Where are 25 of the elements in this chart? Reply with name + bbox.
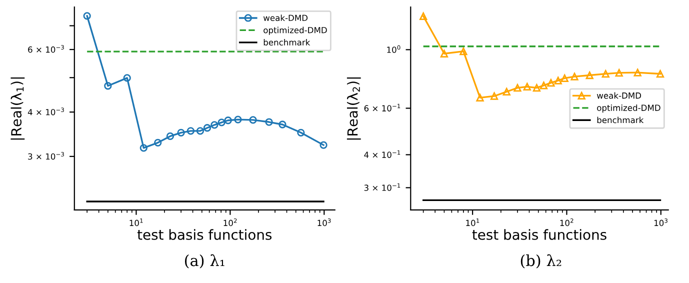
x-tick-label: 10$^{2}$ — [224, 218, 237, 226]
y-tick-label: 6 × 10$^{−1}$ — [364, 104, 400, 112]
text: (b) λ₂ — [520, 254, 562, 268]
x-tick-label: 10$^{2}$ — [560, 218, 574, 226]
x-tick-label: 10$^{3}$ — [654, 218, 668, 226]
y-tick-label: 10$^{0}$ — [387, 45, 400, 53]
legend-label: benchmark — [597, 116, 644, 124]
y-tick-label: 6 × 10$^{−3}$ — [28, 45, 64, 53]
x-axis-title: test basis functions — [472, 229, 606, 240]
y-axis-title: |Real(λ$_{1}$)| — [10, 77, 25, 140]
legend-label: weak-DMD — [263, 14, 308, 22]
legend-label: optimized-DMD — [264, 26, 327, 35]
y-tick-label: 4 × 10$^{−3}$ — [28, 108, 64, 116]
x-axis-title: test basis functions — [137, 229, 272, 240]
legend-label: benchmark — [264, 39, 310, 46]
y-tick-label: 3 × 10$^{−3}$ — [28, 152, 64, 160]
x-tick-label: 10$^{3}$ — [318, 218, 331, 226]
y-axis-title: |Real(λ$_{2}$)| — [346, 77, 361, 140]
x-tick-label: 10$^{1}$ — [466, 218, 480, 226]
y-tick-label: 4 × 10$^{−1}$ — [364, 150, 400, 158]
y-tick-label: 3 × 10$^{−1}$ — [364, 183, 400, 191]
legend-label: optimized-DMD — [597, 104, 660, 113]
x-tick-label: 10$^{1}$ — [130, 218, 143, 226]
legend-label: weak-DMD — [596, 92, 642, 99]
text: (a) λ₁ — [184, 254, 224, 268]
